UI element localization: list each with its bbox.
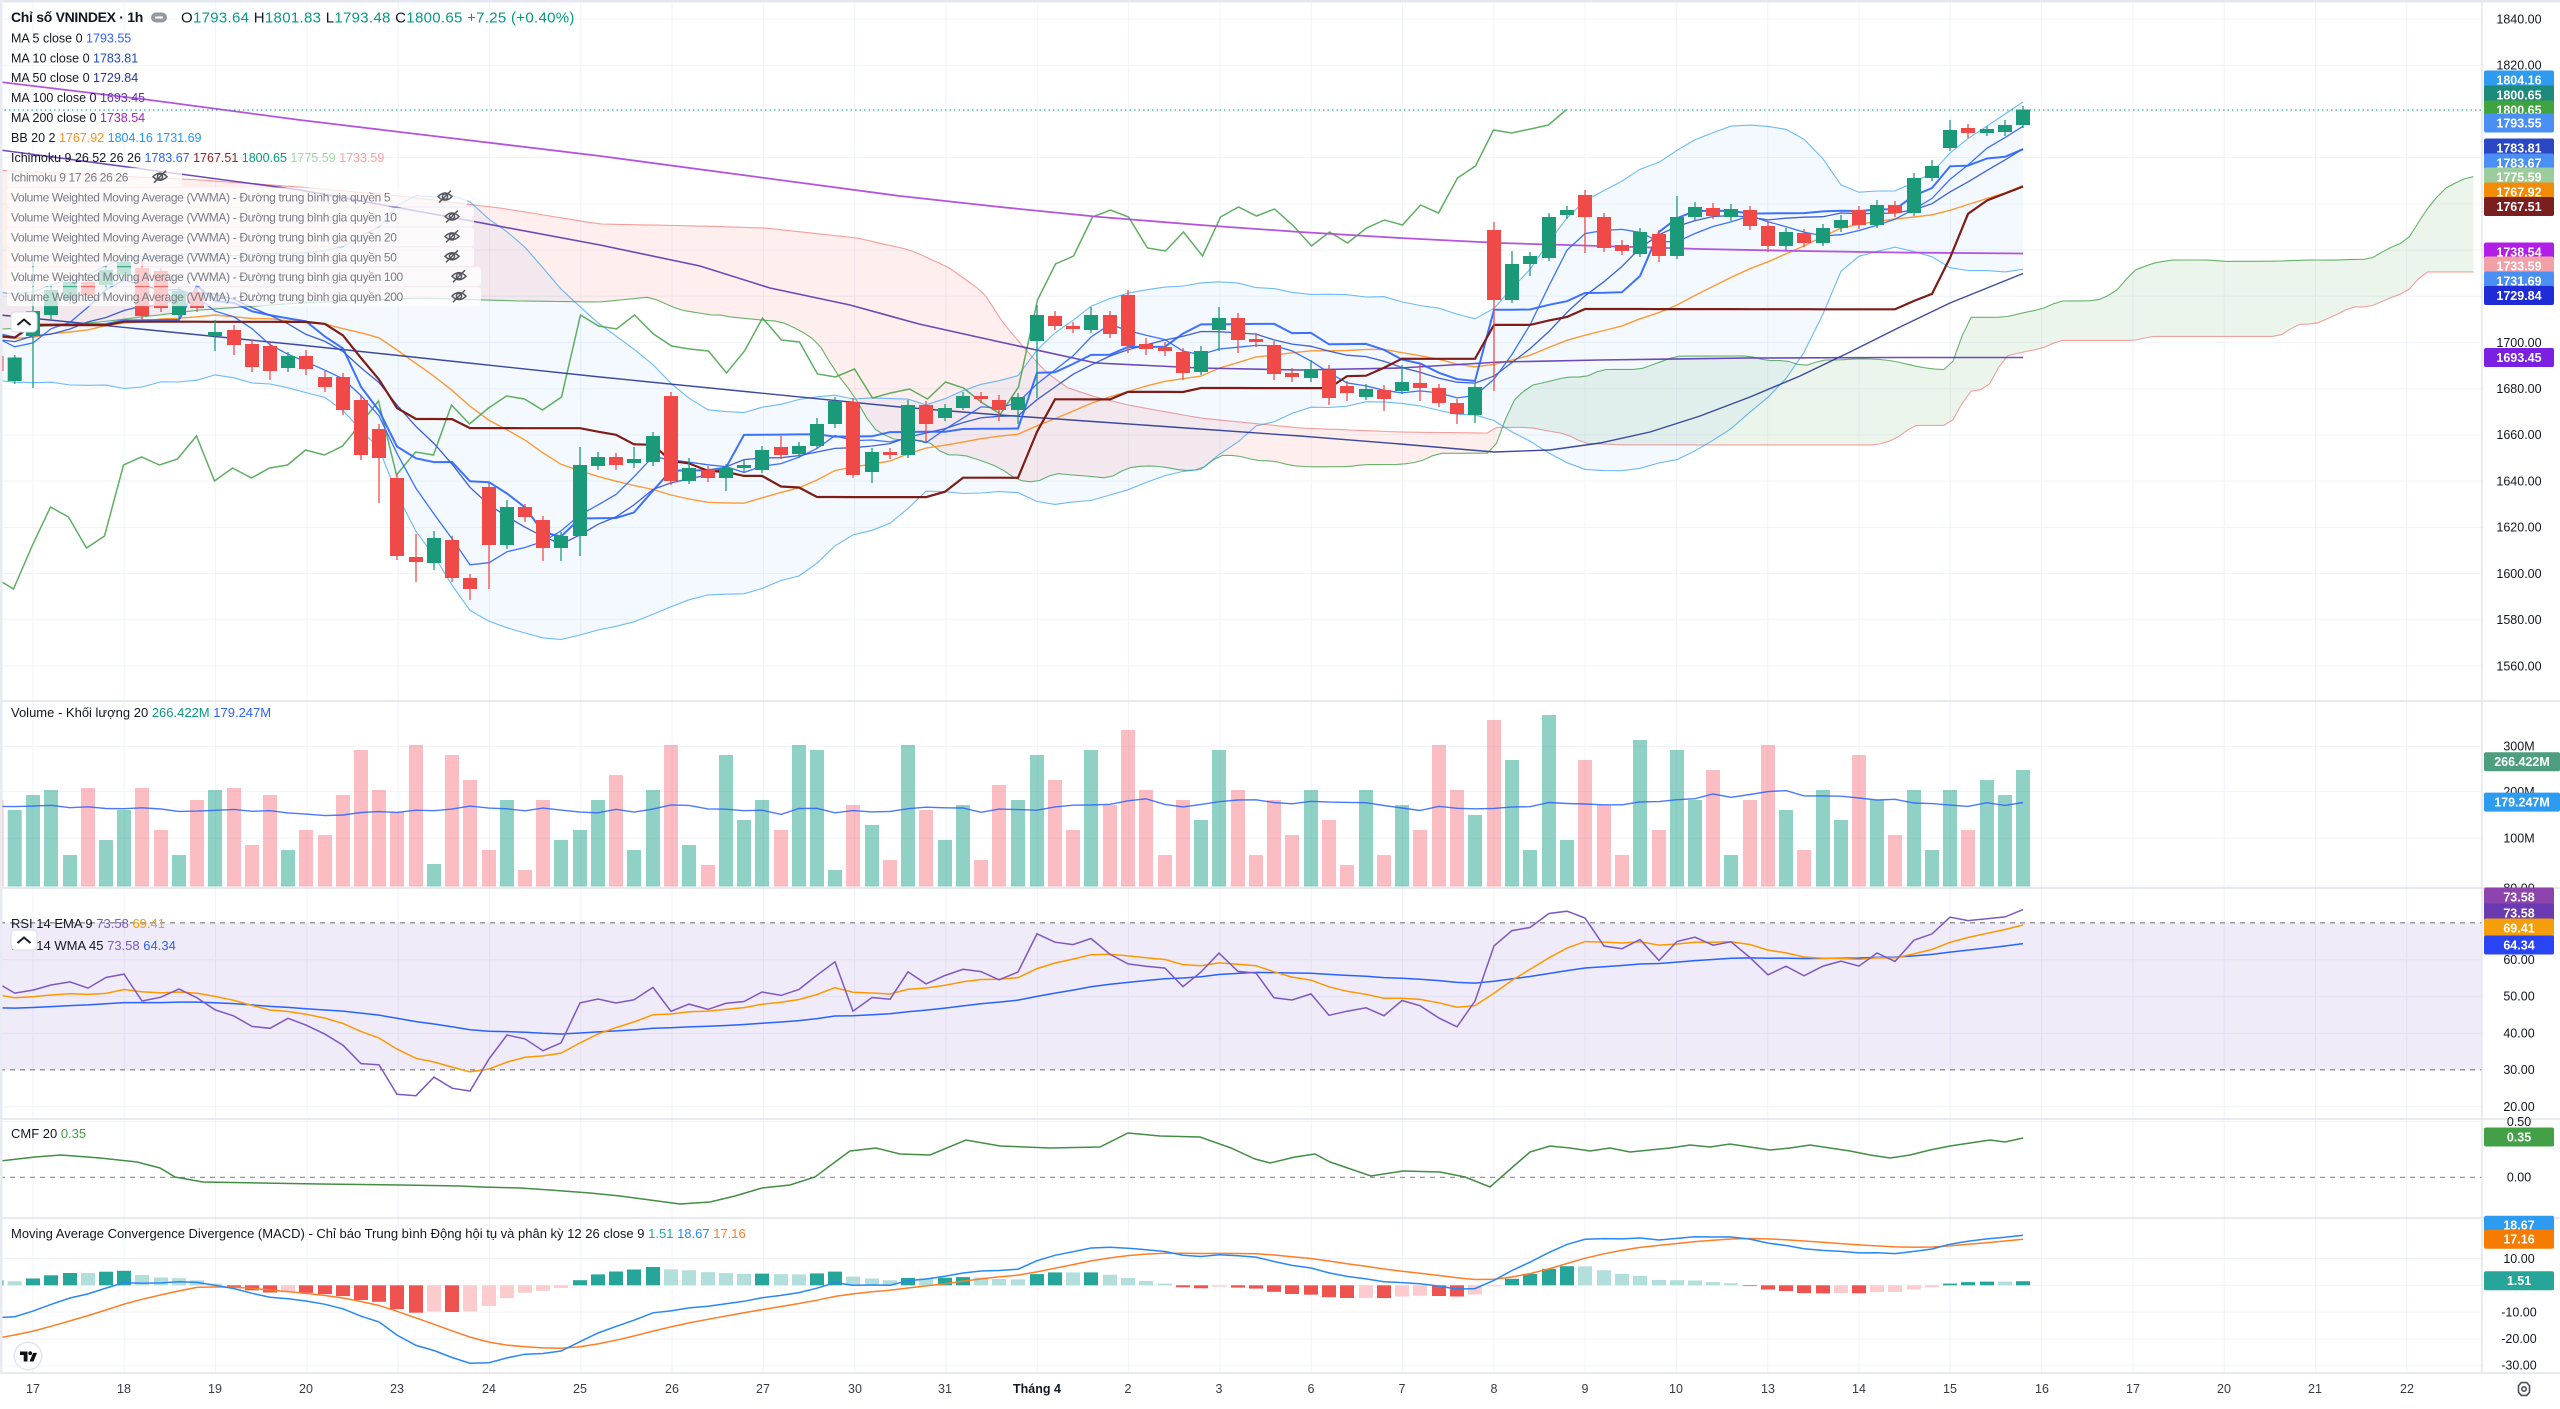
svg-text:Ichimoku 9 17 26 26 26: Ichimoku 9 17 26 26 26 <box>11 171 129 185</box>
svg-text:27: 27 <box>756 1382 770 1396</box>
svg-text:24: 24 <box>482 1382 496 1396</box>
svg-text:1693.45: 1693.45 <box>2496 351 2541 365</box>
svg-text:1580.00: 1580.00 <box>2496 613 2541 627</box>
svg-text:1.51: 1.51 <box>2507 1274 2531 1288</box>
svg-text:1700.00: 1700.00 <box>2496 336 2541 350</box>
svg-text:1800.65: 1800.65 <box>2496 88 2541 102</box>
svg-text:-30.00: -30.00 <box>2501 1359 2536 1373</box>
svg-text:1804.16: 1804.16 <box>2496 73 2541 87</box>
svg-text:1775.59: 1775.59 <box>2496 170 2541 184</box>
svg-text:Volume Weighted Moving Average: Volume Weighted Moving Average (VWMA) - … <box>11 230 397 244</box>
svg-text:20: 20 <box>2217 1382 2231 1396</box>
svg-text:MA 50 close 0 1729.84: MA 50 close 0 1729.84 <box>11 71 138 85</box>
svg-text:Volume Weighted Moving Average: Volume Weighted Moving Average (VWMA) - … <box>11 191 391 205</box>
svg-text:10: 10 <box>1669 1382 1683 1396</box>
svg-text:Volume - Khối lượng 20 266.42: Volume - Khối lượng 20 266.422M 179.247M <box>11 705 271 720</box>
svg-text:MA 200 close 0 1738.54: MA 200 close 0 1738.54 <box>11 111 145 125</box>
svg-text:CMF 20 0.35: CMF 20 0.35 <box>11 1126 86 1141</box>
svg-text:22: 22 <box>2400 1382 2414 1396</box>
svg-text:6: 6 <box>1308 1382 1315 1396</box>
svg-text:Chỉ số VNINDEX · 1h: Chỉ số VNINDEX · 1h <box>11 9 143 25</box>
svg-text:20.00: 20.00 <box>2503 1100 2534 1114</box>
svg-text:100M: 100M <box>2503 832 2534 846</box>
svg-text:266.422M: 266.422M <box>2494 755 2550 769</box>
svg-text:18: 18 <box>117 1382 131 1396</box>
svg-text:RSI 14 EMA 9 73.58 69.41: RSI 14 EMA 9 73.58 69.41 <box>11 916 165 931</box>
svg-text:2: 2 <box>1125 1382 1132 1396</box>
svg-text:0.00: 0.00 <box>2507 1171 2531 1185</box>
svg-text:64.34: 64.34 <box>2503 938 2534 952</box>
svg-text:Volume Weighted Moving Average: Volume Weighted Moving Average (VWMA) - … <box>11 211 397 225</box>
svg-text:10.00: 10.00 <box>2503 1252 2534 1266</box>
svg-text:9: 9 <box>1582 1382 1589 1396</box>
svg-text:8: 8 <box>1491 1382 1498 1396</box>
svg-text:1783.81: 1783.81 <box>2496 141 2541 155</box>
svg-text:73.58: 73.58 <box>2503 890 2534 904</box>
svg-text:Volume Weighted Moving Average: Volume Weighted Moving Average (VWMA) - … <box>11 270 404 284</box>
svg-text:0.35: 0.35 <box>2507 1130 2531 1144</box>
svg-text:1640.00: 1640.00 <box>2496 474 2541 488</box>
svg-text:60.00: 60.00 <box>2503 953 2534 967</box>
svg-text:25: 25 <box>573 1382 587 1396</box>
svg-text:17: 17 <box>26 1382 40 1396</box>
svg-text:BB 20 2 1767.92 1804.16 173: BB 20 2 1767.92 1804.16 1731.69 <box>11 131 202 145</box>
svg-text:16: 16 <box>2035 1382 2049 1396</box>
svg-text:1738.54: 1738.54 <box>2496 245 2541 259</box>
svg-text:Volume Weighted Moving Average: Volume Weighted Moving Average (VWMA) - … <box>11 250 397 264</box>
svg-text:1731.69: 1731.69 <box>2496 274 2541 288</box>
svg-text:300M: 300M <box>2503 740 2534 754</box>
svg-text:26: 26 <box>665 1382 679 1396</box>
svg-text:7: 7 <box>1399 1382 1406 1396</box>
svg-text:-20.00: -20.00 <box>2501 1332 2536 1346</box>
svg-text:50.00: 50.00 <box>2503 990 2534 1004</box>
svg-text:MA 5 close 0 1793.55: MA 5 close 0 1793.55 <box>11 31 131 45</box>
svg-text:RSI 14 WMA 45 73.58 64.34: RSI 14 WMA 45 73.58 64.34 <box>11 938 176 953</box>
svg-text:O1793.64 H1801.83 L1793.48: O1793.64 H1801.83 L1793.48 C1800.65 +7.2… <box>181 10 575 27</box>
svg-text:1840.00: 1840.00 <box>2496 12 2541 26</box>
svg-text:1793.55: 1793.55 <box>2496 116 2541 130</box>
svg-text:21: 21 <box>2308 1382 2322 1396</box>
svg-text:1783.67: 1783.67 <box>2496 156 2541 170</box>
svg-text:17: 17 <box>2126 1382 2140 1396</box>
svg-text:Tháng 4: Tháng 4 <box>1013 1382 1061 1396</box>
svg-text:1733.59: 1733.59 <box>2496 259 2541 273</box>
svg-text:30: 30 <box>848 1382 862 1396</box>
svg-text:14: 14 <box>1852 1382 1866 1396</box>
svg-text:Moving Average Convergence Div: Moving Average Convergence Divergence (M… <box>11 1226 746 1241</box>
svg-text:3: 3 <box>1216 1382 1223 1396</box>
svg-text:MA 100 close 0 1693.45: MA 100 close 0 1693.45 <box>11 91 145 105</box>
svg-text:1620.00: 1620.00 <box>2496 521 2541 535</box>
svg-text:13: 13 <box>1761 1382 1775 1396</box>
svg-text:15: 15 <box>1943 1382 1957 1396</box>
svg-text:1600.00: 1600.00 <box>2496 567 2541 581</box>
svg-text:23: 23 <box>390 1382 404 1396</box>
svg-text:73.58: 73.58 <box>2503 906 2534 920</box>
svg-text:1680.00: 1680.00 <box>2496 382 2541 396</box>
svg-text:19: 19 <box>208 1382 222 1396</box>
svg-text:30.00: 30.00 <box>2503 1063 2534 1077</box>
svg-text:31: 31 <box>938 1382 952 1396</box>
svg-text:1767.51: 1767.51 <box>2496 200 2541 214</box>
svg-text:1560.00: 1560.00 <box>2496 659 2541 673</box>
svg-text:18.67: 18.67 <box>2503 1219 2534 1233</box>
svg-text:20: 20 <box>299 1382 313 1396</box>
svg-text:MA 10 close 0 1783.81: MA 10 close 0 1783.81 <box>11 51 138 65</box>
svg-text:40.00: 40.00 <box>2503 1026 2534 1040</box>
svg-text:179.247M: 179.247M <box>2494 795 2550 809</box>
svg-text:1729.84: 1729.84 <box>2496 289 2541 303</box>
svg-text:0.50: 0.50 <box>2507 1115 2531 1129</box>
svg-text:Ichimoku 9 26 52 26 26 1783.6: Ichimoku 9 26 52 26 26 1783.67 1767.51 1… <box>11 151 384 165</box>
svg-text:Volume Weighted Moving Average: Volume Weighted Moving Average (VWMA) - … <box>11 290 404 304</box>
svg-text:1660.00: 1660.00 <box>2496 428 2541 442</box>
svg-text:69.41: 69.41 <box>2503 921 2534 935</box>
svg-text:17.16: 17.16 <box>2503 1233 2534 1247</box>
svg-text:1820.00: 1820.00 <box>2496 59 2541 73</box>
svg-text:-10.00: -10.00 <box>2501 1306 2536 1320</box>
svg-text:1767.92: 1767.92 <box>2496 185 2541 199</box>
